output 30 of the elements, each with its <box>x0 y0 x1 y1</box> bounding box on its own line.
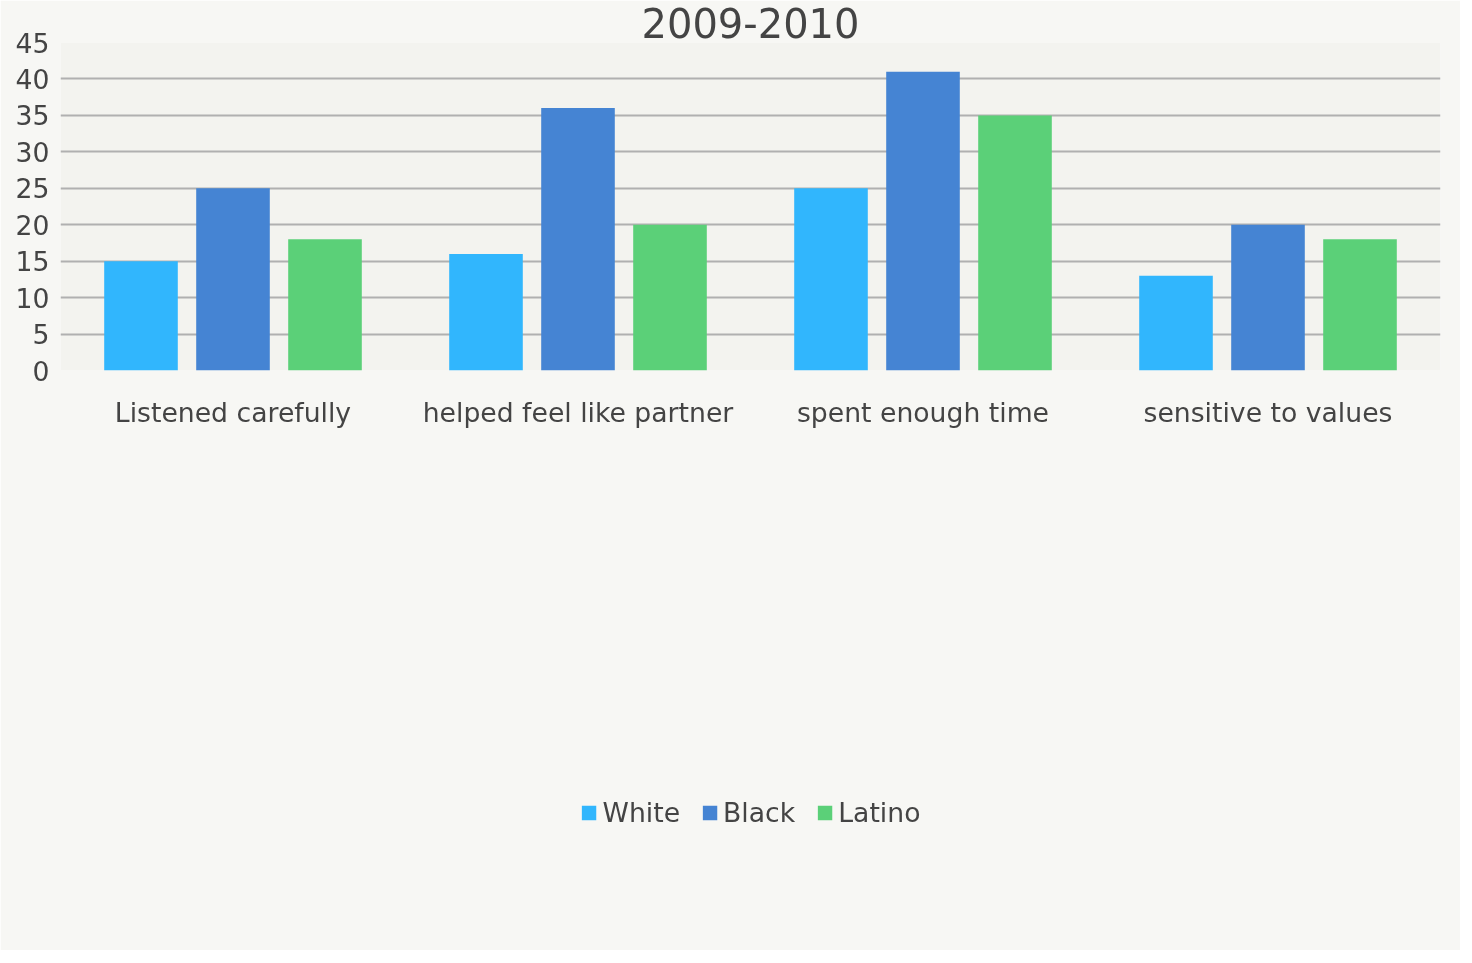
y-tick-label: 30 <box>15 136 50 168</box>
bar <box>1231 224 1305 371</box>
bar <box>1139 275 1213 371</box>
x-tick-label: helped feel like partner <box>422 396 734 428</box>
bar <box>633 224 707 371</box>
chart-title: 2009-2010 <box>641 0 860 47</box>
y-tick-label: 25 <box>15 173 50 205</box>
bar <box>794 188 868 371</box>
bar <box>449 253 523 371</box>
y-tick-label: 10 <box>15 282 50 314</box>
y-tick-label: 5 <box>32 319 50 351</box>
legend-label: Black <box>723 796 796 828</box>
bar <box>541 108 615 371</box>
y-tick-label: 45 <box>15 27 50 59</box>
bar <box>1323 239 1397 371</box>
x-tick-label: spent enough time <box>796 396 1050 428</box>
legend-label: White <box>602 796 681 828</box>
y-tick-label: 15 <box>15 246 50 278</box>
y-tick-label: 35 <box>15 100 50 132</box>
x-tick-label: sensitive to values <box>1143 396 1393 428</box>
legend-label: Latino <box>838 796 921 828</box>
bar <box>288 239 362 371</box>
x-tick-label: Listened carefully <box>114 396 352 428</box>
y-tick-label: 40 <box>15 63 50 95</box>
bar <box>886 71 960 371</box>
bar <box>196 188 270 371</box>
y-tick-label: 20 <box>15 209 50 241</box>
bar <box>978 115 1052 371</box>
bar <box>104 261 178 371</box>
y-tick-label: 0 <box>32 355 50 387</box>
